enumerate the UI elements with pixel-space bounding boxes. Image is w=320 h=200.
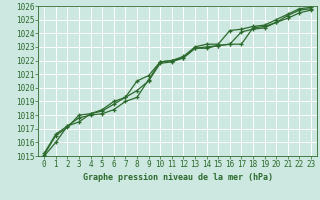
X-axis label: Graphe pression niveau de la mer (hPa): Graphe pression niveau de la mer (hPa) bbox=[83, 173, 273, 182]
